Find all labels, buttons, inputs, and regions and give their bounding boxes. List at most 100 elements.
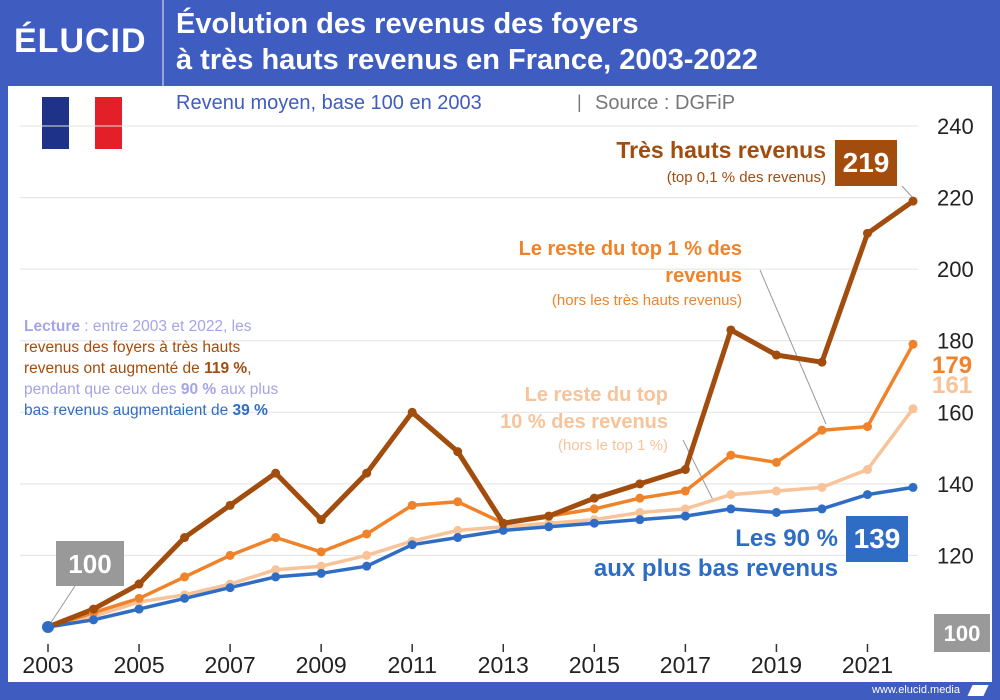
- annotation-line-3: revenus ont augmenté de 119 %,: [24, 360, 252, 377]
- label-bottom90-line2: aux plus bas revenus: [594, 555, 838, 582]
- badge-base-100-value: 100: [68, 549, 111, 579]
- point-bottom90-2021: [862, 490, 872, 500]
- logo: ÉLUCID: [14, 22, 147, 60]
- point-top01-2009: [316, 515, 326, 525]
- x-tick-2017: 2017: [660, 652, 711, 678]
- title-line-1: Évolution des revenus des foyers: [176, 8, 639, 40]
- point-top01-2015: [589, 493, 599, 503]
- annotation-line-5-bold: 39 %: [233, 402, 269, 419]
- point-top01-2010: [362, 468, 372, 478]
- y-tick-180: 180: [937, 329, 974, 354]
- point-top01-2005: [134, 579, 144, 589]
- point-top01-2014: [544, 511, 554, 521]
- flag-white-stripe: [69, 97, 95, 149]
- x-tick-2021: 2021: [842, 652, 893, 678]
- point-top1-2009: [316, 547, 326, 557]
- point-top01-2013: [498, 518, 508, 528]
- annotation-line-1: Lecture : entre 2003 et 2022, les: [24, 318, 252, 335]
- label-top10-name-line1: Le reste du top: [525, 384, 668, 406]
- annotation-line-3-post: ,: [247, 360, 251, 377]
- badge-axis-100-value: 100: [944, 621, 981, 646]
- badge-bottom90: [846, 516, 908, 562]
- point-bottom90-2015: [589, 518, 599, 528]
- chart-source: Source : DGFiP: [595, 92, 735, 114]
- point-top01-2012: [453, 447, 463, 457]
- point-bottom90-2004: [89, 615, 99, 625]
- point-top01-2011: [407, 407, 417, 417]
- point-bottom90-2011: [407, 540, 417, 550]
- annotation-line-2: revenus des foyers à très hauts: [24, 339, 241, 356]
- point-top01-2019: [771, 350, 781, 360]
- point-bottom90-2005: [134, 604, 144, 614]
- point-top10-2017: [680, 504, 690, 514]
- page-title: Évolution des revenus des foyers à très …: [176, 6, 976, 78]
- point-top1-2007: [225, 550, 235, 560]
- point-bottom90-2014: [544, 522, 554, 532]
- footer-logo-mark: [967, 685, 989, 696]
- series-line-top01: [47, 199, 915, 630]
- annotation-line-4: pendant que ceux des 90 % aux plus: [24, 381, 278, 398]
- point-top10-2012: [453, 525, 463, 535]
- annotation-line-5: bas revenus augmentaient de 39 %: [24, 402, 268, 419]
- point-top10-2009: [316, 561, 326, 571]
- series-lines: [47, 199, 915, 630]
- point-top1-2021: [862, 422, 872, 432]
- leader-top1: [759, 269, 827, 425]
- label-bottom90-line1: Les 90 %: [735, 525, 838, 552]
- x-tick-2007: 2007: [205, 652, 256, 678]
- point-top10-2021: [862, 465, 872, 475]
- label-top01-name: Très hauts revenus: [616, 137, 826, 163]
- series-line-bottom90: [47, 485, 914, 629]
- header-bar: ÉLUCID Évolution des revenus des foyers …: [0, 0, 1000, 86]
- point-top10-2010: [362, 550, 372, 560]
- title-line-2: à très hauts revenus en France, 2003-202…: [176, 44, 758, 76]
- point-bottom90-2007: [225, 583, 235, 593]
- chart-subtitle: Revenu moyen, base 100 en 2003: [176, 92, 482, 114]
- y-axis-ticks: 120 140 160 180 200 220 240: [937, 114, 974, 568]
- badge-top01: [835, 140, 897, 186]
- point-top01-2007: [225, 500, 235, 510]
- point-bottom90-2010: [362, 561, 372, 571]
- point-top1-2020: [817, 425, 827, 435]
- annotation-lecture-rest: : entre 2003 et 2022, les: [80, 318, 252, 335]
- y-tick-200: 200: [937, 257, 974, 282]
- badge-axis-100: [934, 614, 990, 652]
- x-tick-2015: 2015: [569, 652, 620, 678]
- point-top01-2022: [908, 196, 918, 206]
- point-bottom90-2019: [771, 507, 781, 517]
- point-top1-2006: [180, 572, 190, 582]
- annotation-lecture-label: Lecture: [24, 318, 80, 335]
- point-top10-2008: [271, 565, 281, 575]
- point-bottom90-2018: [726, 504, 736, 514]
- point-top10-2016: [635, 507, 645, 517]
- flag-red-stripe: [95, 97, 122, 149]
- annotation-line-4-post: aux plus: [216, 381, 278, 398]
- y-tick-120: 120: [937, 543, 974, 568]
- point-bottom90-2022: [908, 482, 918, 492]
- point-bottom90-2006: [180, 593, 190, 603]
- label-top10-sub: (hors le top 1 %): [558, 437, 668, 454]
- point-top1-2016: [635, 493, 645, 503]
- y-tick-240: 240: [937, 114, 974, 139]
- point-bottom90-2008: [271, 572, 281, 582]
- annotation-line-3-bold: 119 %: [204, 360, 247, 377]
- end-label-top10: 161: [932, 372, 972, 399]
- point-top01-2020: [817, 357, 827, 367]
- point-top1-2018: [726, 450, 736, 460]
- point-top01-2008: [271, 468, 281, 478]
- line-chart: Revenu moyen, base 100 en 2003 | Source …: [20, 92, 990, 678]
- point-bottom90-2012: [453, 533, 463, 543]
- leader-top10: [682, 439, 714, 501]
- y-tick-160: 160: [937, 400, 974, 425]
- point-top10-2020: [817, 482, 827, 492]
- point-top1-2017: [680, 486, 690, 496]
- point-bottom90-2016: [635, 515, 645, 525]
- leader-top01: [901, 185, 914, 199]
- point-top10-2019: [771, 486, 781, 496]
- point-top01-2004: [89, 604, 99, 614]
- point-top01-2021: [862, 228, 872, 238]
- x-tick-2019: 2019: [751, 652, 802, 678]
- point-top1-2019: [771, 457, 781, 467]
- x-tick-2013: 2013: [478, 652, 529, 678]
- reading-annotation: Lecture : entre 2003 et 2022, les revenu…: [24, 318, 278, 419]
